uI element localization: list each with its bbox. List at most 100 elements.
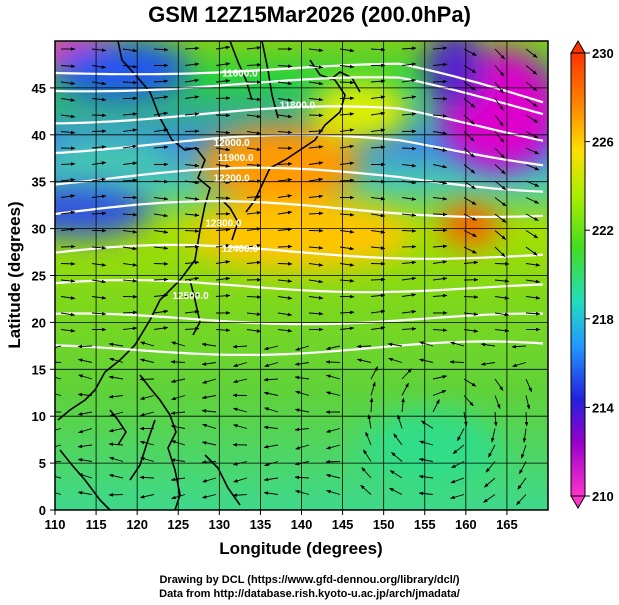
wind-arrow: [308, 295, 324, 300]
height-contour-line: [55, 340, 544, 356]
wind-arrow: [277, 162, 293, 166]
wind-arrow: [277, 210, 293, 215]
wind-arrow: [139, 358, 155, 363]
wind-arrow: [432, 328, 448, 332]
wind-arrow: [308, 246, 324, 250]
wind-arrow: [184, 62, 200, 67]
wind-arrow: [91, 194, 107, 199]
wind-arrow: [60, 312, 76, 317]
wind-arrow: [263, 377, 279, 382]
y-tick-label: 45: [32, 81, 46, 96]
wind-arrow: [457, 428, 465, 442]
map-title: GSM 12Z15Mar2026 (200.0hPa): [148, 2, 471, 27]
wind-arrow: [77, 491, 93, 495]
wind-arrow: [370, 145, 386, 150]
x-tick-label: 130: [208, 517, 230, 532]
wind-arrow: [519, 461, 527, 475]
wind-arrow: [370, 47, 386, 52]
wind-arrow: [450, 477, 465, 484]
wind-arrow: [246, 329, 262, 333]
wind-arrow: [401, 213, 417, 217]
wind-arrow: [525, 378, 533, 393]
wind-arrow: [419, 440, 434, 446]
wind-arrow: [215, 260, 231, 264]
wind-arrow: [232, 344, 248, 349]
wind-arrow: [215, 227, 231, 232]
wind-arrow: [122, 161, 138, 166]
colorbar: 210 214 218 222 226 230: [570, 40, 614, 509]
wind-arrow: [432, 131, 448, 135]
wind-arrow: [308, 177, 324, 182]
wind-arrow: [215, 96, 231, 100]
wind-arrow: [432, 164, 448, 169]
wind-arrow: [201, 342, 217, 347]
wind-arrow: [401, 260, 417, 265]
x-tick-label: 125: [167, 517, 189, 532]
x-tick-label: 160: [455, 517, 477, 532]
wind-arrow: [60, 64, 76, 69]
wind-arrow: [264, 461, 279, 467]
wind-arrow: [463, 260, 479, 265]
wind-arrow: [153, 79, 169, 84]
wind-arrow: [401, 95, 417, 99]
wind-arrow: [418, 491, 434, 496]
wind-arrow: [480, 362, 496, 366]
wind-arrow: [201, 441, 217, 446]
wind-arrow: [494, 213, 507, 223]
wind-arrow: [60, 210, 76, 215]
wind-arrow: [78, 428, 93, 434]
wind-arrow: [201, 395, 217, 400]
wind-arrow: [525, 147, 540, 155]
contour-label: 12500.0: [172, 291, 209, 302]
wind-arrow: [246, 63, 262, 67]
wind-arrow: [184, 78, 200, 83]
wind-arrow: [91, 129, 107, 133]
wind-arrow: [494, 197, 507, 207]
wind-arrow: [401, 229, 417, 233]
wind-arrow: [55, 361, 62, 363]
wind-arrow: [494, 378, 504, 391]
height-contour-line: [55, 166, 544, 193]
wind-arrow: [294, 375, 310, 380]
wind-arrow: [60, 130, 76, 135]
wind-arrow: [55, 444, 62, 448]
wind-arrow: [60, 296, 76, 300]
wind-arrow: [153, 128, 169, 133]
wind-arrow: [401, 310, 417, 314]
wind-arrow: [153, 326, 169, 330]
wind-arrow: [277, 178, 293, 182]
wind-arrow: [184, 229, 200, 233]
wind-arrow: [153, 230, 169, 234]
wind-arrow: [60, 114, 76, 119]
wind-arrow: [153, 111, 169, 116]
wind-arrow: [122, 279, 138, 283]
wind-arrow: [60, 328, 76, 333]
wind-arrow: [369, 397, 374, 413]
wind-arrow: [432, 46, 448, 50]
x-tick-label: 110: [45, 517, 66, 532]
wind-arrow: [153, 262, 169, 266]
wind-arrow: [308, 145, 324, 149]
wind-arrow: [232, 378, 248, 384]
wind-arrow: [401, 78, 417, 83]
wind-arrow: [122, 112, 138, 116]
wind-arrow: [91, 145, 107, 149]
wind-arrow: [525, 295, 541, 300]
wind-arrow: [122, 144, 138, 149]
wind-arrow: [122, 80, 138, 85]
wind-arrow: [233, 424, 248, 429]
wind-arrow: [308, 48, 324, 52]
wind-arrow: [370, 326, 386, 330]
y-tick-label: 0: [39, 503, 46, 518]
wind-arrow: [418, 358, 434, 363]
wind-arrow: [494, 230, 507, 240]
wind-arrow: [401, 146, 417, 151]
x-axis-ticks: 110 115 120 125 130 135 140 145 150 155 160 165: [45, 510, 518, 532]
credit-drawing: Drawing by DCL (https://www.gfd-dennou.o…: [159, 574, 460, 586]
wind-arrow: [122, 326, 138, 331]
wind-arrow: [308, 65, 324, 69]
contour-label: 12300.0: [205, 219, 242, 230]
wind-arrow: [277, 114, 293, 119]
credit-data: Data from http://database.rish.kyoto-u.a…: [159, 588, 460, 600]
wind-arrow: [432, 389, 447, 396]
